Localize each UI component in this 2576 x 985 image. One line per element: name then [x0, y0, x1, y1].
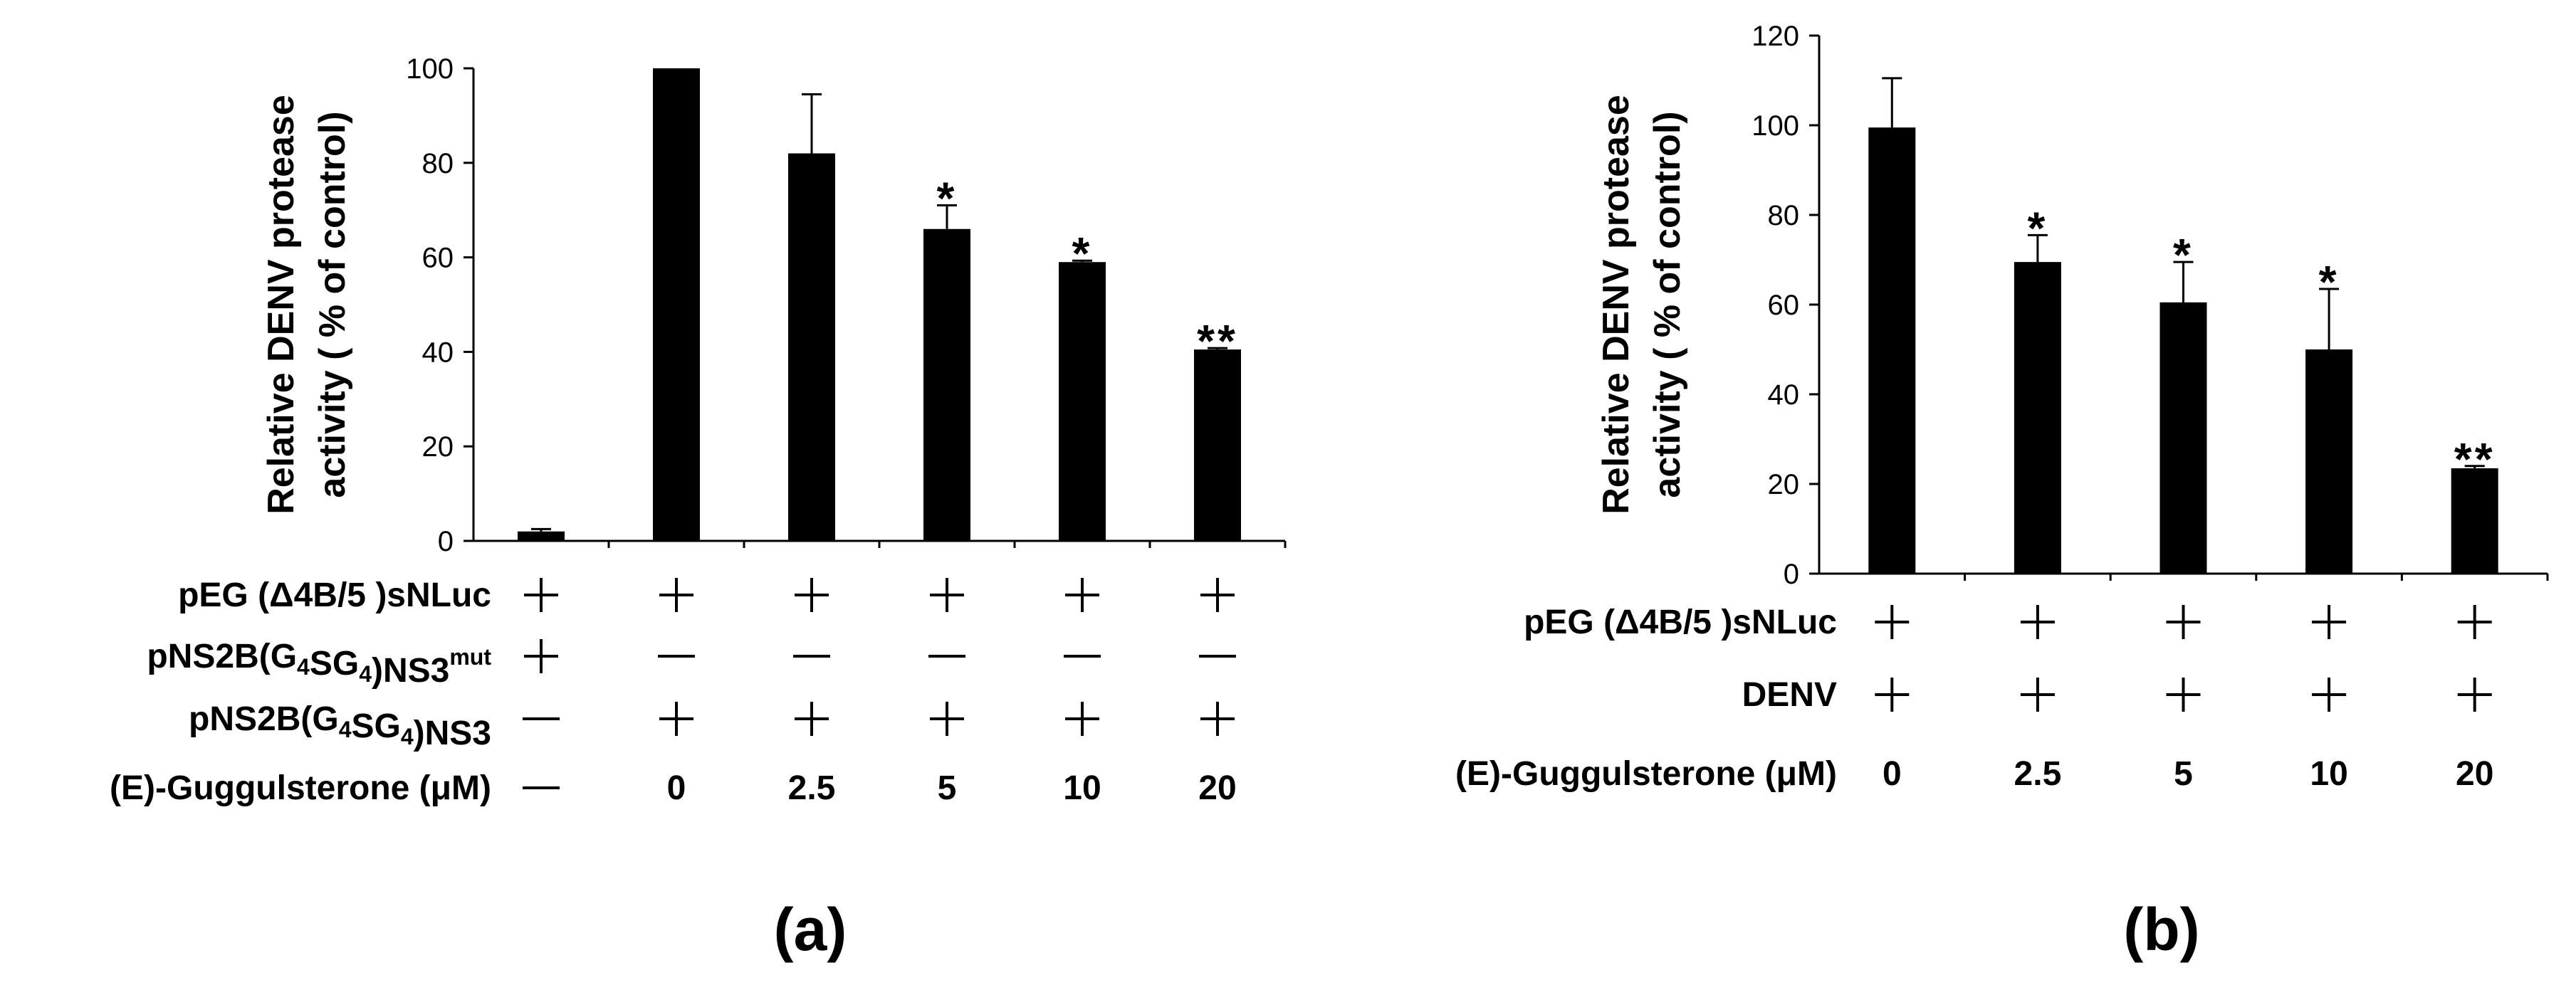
condition-mark: 2.5 [2014, 755, 2062, 793]
y-tick-label: 80 [1768, 200, 1800, 231]
y-tick-label: 120 [1752, 21, 1799, 52]
condition-row-label-part: 4 [359, 661, 372, 687]
bar [653, 68, 700, 541]
condition-mark: 10 [1063, 769, 1101, 807]
bar [2159, 302, 2207, 574]
y-tick-label: 60 [1768, 290, 1800, 321]
condition-row-label-part: 4 [339, 717, 352, 742]
bar [2014, 262, 2061, 574]
significance-marker: * [2173, 229, 2194, 280]
condition-mark: 10 [2310, 755, 2347, 793]
y-tick-label: 100 [406, 53, 454, 85]
y-tick-label: 100 [1752, 110, 1799, 142]
y-tick-label: 0 [438, 526, 454, 557]
bar [1059, 262, 1106, 541]
y-tick-label: 20 [422, 431, 454, 463]
condition-row-label-part: )NS3 [414, 715, 491, 752]
bar [2451, 468, 2498, 574]
y-tick-label: 40 [422, 337, 454, 368]
condition-mark: 2.5 [788, 769, 836, 807]
condition-row-label-part: SG [351, 707, 400, 745]
y-axis-label: activity ( % of control) [312, 111, 353, 497]
condition-mark: 20 [1198, 769, 1236, 807]
bar [1194, 349, 1241, 541]
significance-marker: ** [1197, 315, 1238, 367]
y-tick-label: 0 [1784, 559, 1799, 590]
condition-row-label: pEG (Δ4B/5 )sNLuc [178, 576, 491, 614]
significance-marker: * [2027, 202, 2048, 253]
condition-mark: 20 [2456, 755, 2493, 793]
bar [788, 153, 835, 541]
bar [2305, 349, 2353, 574]
condition-row-label: pNS2B(G4SG4)NS3mut [147, 638, 491, 690]
panel-label: (a) [774, 896, 847, 963]
significance-marker: ** [2454, 433, 2496, 485]
y-tick-label: 20 [1768, 469, 1800, 500]
condition-row-label: DENV [1742, 676, 1837, 714]
condition-mark: 0 [1883, 755, 1902, 793]
significance-marker: * [1072, 228, 1093, 279]
condition-mark: 5 [2174, 755, 2193, 793]
condition-mark: 0 [667, 769, 686, 807]
significance-marker: * [2319, 256, 2340, 307]
y-tick-label: 60 [422, 243, 454, 274]
condition-row-label: pEG (Δ4B/5 )sNLuc [1524, 604, 1837, 641]
condition-row-label: (E)-Guggulsterone (μM) [1455, 755, 1837, 793]
condition-row-label-part: 4 [297, 654, 310, 680]
condition-row-label-part: 4 [401, 724, 414, 749]
panel-label: (b) [2123, 896, 2199, 963]
bar [518, 531, 565, 541]
condition-mark: 5 [938, 769, 957, 807]
y-axis-label: Relative DENV protease [1596, 95, 1637, 515]
significance-marker: * [937, 173, 958, 224]
condition-row-label-part: pNS2B(G [147, 638, 297, 675]
condition-row-label: pNS2B(G4SG4)NS3 [189, 700, 491, 752]
condition-row-label-part: SG [310, 645, 359, 683]
y-axis-label: activity ( % of control) [1647, 111, 1688, 497]
y-axis-label: Relative DENV protease [261, 95, 302, 515]
condition-row-label: (E)-Guggulsterone (μM) [110, 769, 491, 807]
y-tick-label: 40 [1768, 379, 1800, 411]
condition-row-label-part: pNS2B(G [189, 700, 339, 738]
bar [923, 228, 970, 541]
condition-row-label-part: mut [449, 644, 491, 670]
y-tick-label: 80 [422, 148, 454, 179]
condition-row-label-part: )NS3 [372, 652, 449, 690]
bar [1868, 127, 1916, 574]
